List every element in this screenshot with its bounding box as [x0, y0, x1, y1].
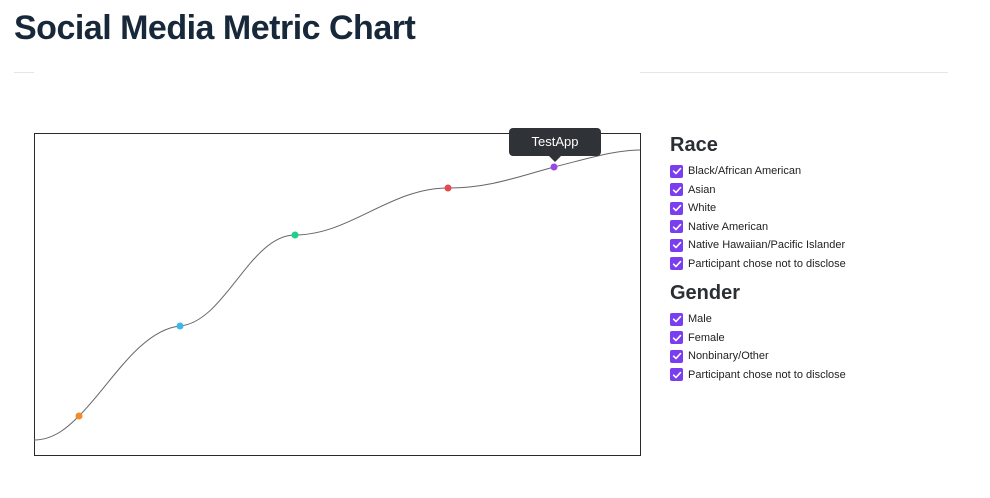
check-icon	[672, 168, 681, 175]
point-tooltip: TestApp	[509, 128, 601, 162]
gender-option[interactable]: Male	[670, 310, 970, 329]
race-option[interactable]: White	[670, 199, 970, 218]
data-point[interactable]	[176, 322, 184, 330]
race-option[interactable]: Black/African American	[670, 162, 970, 181]
gender-heading: Gender	[670, 282, 741, 304]
chart-area	[34, 133, 641, 456]
race-option[interactable]: Native American	[670, 218, 970, 237]
checkbox[interactable]	[670, 183, 683, 197]
option-label: Asian	[688, 183, 716, 196]
option-label: Male	[688, 313, 712, 326]
data-point[interactable]	[444, 184, 452, 192]
gender-filter-group: Gender Male Female Nonbinary/Other Particip…	[670, 280, 970, 384]
option-label: Female	[688, 331, 725, 344]
page-title: Social Media Metric Chart	[14, 9, 416, 47]
data-point[interactable]	[75, 412, 83, 420]
filter-panel: Race Black/African American Asian White Nat…	[670, 132, 970, 384]
race-option[interactable]: Participant chose not to disclose	[670, 255, 970, 274]
checkbox[interactable]	[670, 220, 683, 234]
checkbox[interactable]	[670, 331, 683, 345]
checkbox[interactable]	[670, 257, 683, 271]
checkbox[interactable]	[670, 312, 683, 326]
check-icon	[672, 242, 681, 249]
check-icon	[672, 353, 681, 360]
option-label: Participant chose not to disclose	[688, 368, 846, 381]
gender-option[interactable]: Female	[670, 329, 970, 348]
option-label: Native American	[688, 220, 769, 233]
race-option[interactable]: Asian	[670, 181, 970, 200]
checkbox[interactable]	[670, 164, 683, 178]
data-point[interactable]	[291, 231, 299, 239]
check-icon	[672, 334, 681, 342]
check-icon	[672, 223, 681, 231]
checkbox[interactable]	[670, 349, 683, 363]
checkbox[interactable]	[670, 368, 683, 382]
checkbox[interactable]	[670, 238, 683, 252]
option-label: White	[688, 202, 717, 215]
gender-option[interactable]: Nonbinary/Other	[670, 347, 970, 366]
option-label: Black/African American	[688, 165, 802, 178]
check-icon	[672, 186, 681, 194]
option-label: Native Hawaiian/Pacific Islander	[688, 239, 846, 252]
check-icon	[672, 371, 681, 379]
gender-option[interactable]: Participant chose not to disclose	[670, 366, 970, 385]
check-icon	[672, 260, 681, 268]
race-heading: Race	[670, 134, 718, 156]
option-label: Participant chose not to disclose	[688, 257, 846, 270]
race-filter-group: Race Black/African American Asian White Nat…	[670, 132, 970, 273]
check-icon	[672, 205, 681, 212]
check-icon	[672, 316, 681, 323]
race-option[interactable]: Native Hawaiian/Pacific Islander	[670, 236, 970, 255]
data-point[interactable]	[550, 163, 558, 171]
divider	[640, 72, 948, 73]
checkbox[interactable]	[670, 201, 683, 215]
option-label: Nonbinary/Other	[688, 350, 769, 363]
divider	[14, 72, 34, 73]
